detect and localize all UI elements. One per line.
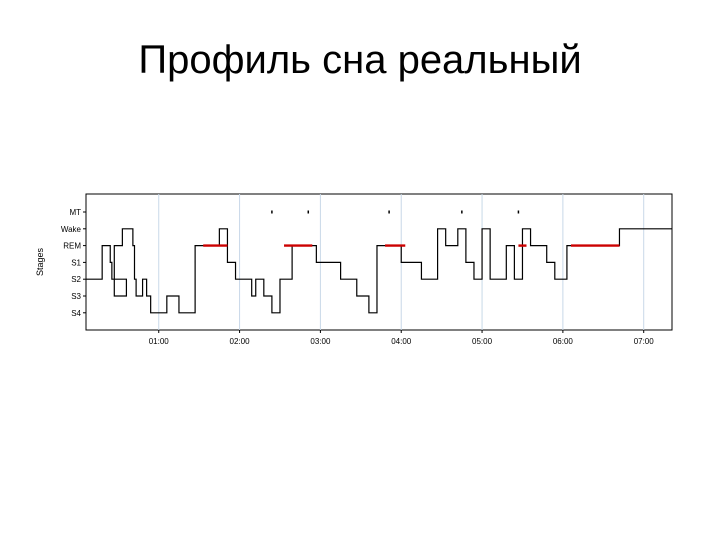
- x-tick-label: 01:00: [149, 337, 170, 346]
- hypnogram-series: [86, 228, 672, 314]
- slide-title: Профиль сна реальный: [138, 38, 582, 82]
- x-tick-label: 06:00: [553, 337, 574, 346]
- y-axis-title: Stages: [35, 247, 45, 276]
- y-tick-label: S3: [71, 292, 81, 301]
- y-axis-ticks: MT Wake REM S1 S2 S3 S4: [61, 208, 86, 318]
- y-tick-label: Wake: [61, 225, 82, 234]
- y-tick-label: S1: [71, 258, 81, 267]
- x-tick-label: 07:00: [634, 337, 655, 346]
- movement-marks: [271, 210, 520, 214]
- y-tick-label: S4: [71, 309, 81, 318]
- hypnogram-line-0: [86, 228, 672, 314]
- plot-frame: [85, 193, 673, 331]
- y-tick-label: S2: [71, 275, 81, 284]
- x-tick-label: 03:00: [310, 337, 331, 346]
- x-tick-label: 02:00: [230, 337, 251, 346]
- x-axis-ticks: 01:00 02:00 03:00 04:00 05:00 06:00 07:00: [149, 330, 655, 346]
- x-tick-label: 04:00: [391, 337, 412, 346]
- y-tick-label: REM: [63, 242, 81, 251]
- y-tick-label: MT: [69, 208, 81, 217]
- x-tick-label: 05:00: [472, 337, 493, 346]
